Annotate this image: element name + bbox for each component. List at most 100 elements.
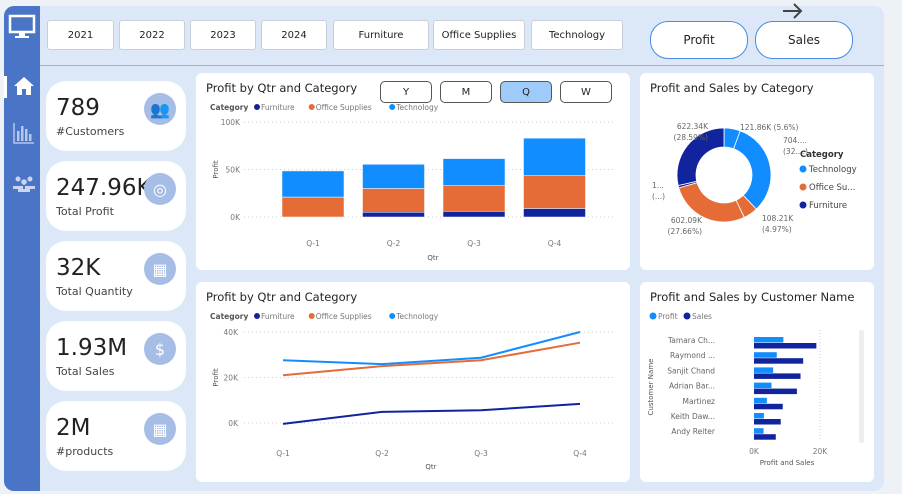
legend-label: Sales — [692, 312, 712, 321]
people-icon[interactable] — [12, 171, 36, 195]
legend-marker — [254, 313, 260, 319]
data-label: 622.34K — [677, 122, 709, 131]
legend-label: Profit — [658, 312, 678, 321]
kpi-value: 247.96K — [56, 175, 152, 201]
data-label: 704.... — [783, 136, 807, 145]
line-series-office-supplies — [282, 341, 581, 377]
bar-profit — [754, 367, 774, 373]
bar-segment-furniture — [362, 212, 425, 218]
bar-segment-technology — [362, 164, 425, 189]
y-axis-title: Customer Name — [647, 359, 655, 416]
y-tick-label: Sanjit Chand — [667, 366, 715, 375]
bar-segment-furniture — [523, 208, 586, 218]
data-label: 121.86K (5.6%) — [740, 123, 799, 132]
x-tick-label: 20K — [813, 447, 829, 456]
chart-title: Profit by Qtr and Category — [206, 81, 358, 95]
sales-toggle-button[interactable]: Sales — [755, 21, 853, 59]
legend-marker — [308, 104, 315, 110]
slicer-button-2023[interactable]: 2023 — [190, 20, 256, 50]
back-arrow-icon[interactable] — [781, 2, 805, 20]
legend-label: Office Su... — [809, 183, 855, 193]
bar-sales — [754, 358, 804, 364]
kpi-card: 247.96K Total Profit ◎ — [46, 161, 186, 231]
kpi-card: 1.93M Total Sales $ — [46, 321, 186, 391]
kpi-card: 789 #Customers 👥 — [46, 81, 186, 151]
legend-marker — [799, 165, 807, 173]
data-label: (32....) — [783, 147, 808, 156]
legend-label: Technology — [395, 312, 439, 321]
y-tick-label: Andy Reiter — [671, 427, 716, 436]
line-series-technology — [282, 331, 581, 366]
kpi-value: 32K — [56, 255, 101, 281]
kpi-label: Total Sales — [56, 365, 115, 378]
nav-sidebar — [4, 6, 40, 491]
donut-slice-furniture-sales — [676, 127, 725, 187]
data-label: (...) — [652, 192, 665, 201]
slicer-button-technology[interactable]: Technology — [531, 20, 623, 50]
header-divider — [40, 65, 884, 66]
scrollbar[interactable] — [859, 330, 864, 443]
kpi-label: Total Profit — [56, 205, 114, 218]
coins-icon: ◎ — [144, 173, 176, 205]
donut-chart: 121.86K (5.6%) 704.... (32....) 108.21K (4.9… — [652, 122, 857, 236]
granularity-button-q[interactable]: Q — [500, 81, 552, 103]
bar-segment-office-supplies — [281, 196, 345, 218]
line-series-furniture — [282, 402, 581, 425]
x-tick-label: Q-4 — [573, 449, 587, 458]
bar-sales — [754, 403, 783, 410]
kpi-value: 789 — [56, 95, 100, 121]
chart-title: Profit and Sales by Category — [650, 81, 814, 95]
legend-marker — [308, 313, 315, 319]
slicer-button-2022[interactable]: 2022 — [119, 20, 185, 50]
granularity-button-y[interactable]: Y — [380, 81, 432, 103]
kpi-label: #Customers — [56, 125, 125, 138]
donut-slice-technology-sales — [733, 130, 772, 210]
bar-profit — [754, 397, 767, 404]
x-tick-label: Q-2 — [375, 449, 389, 458]
kpi-label: Total Quantity — [56, 285, 133, 298]
bar-sales — [754, 343, 817, 349]
donut-chart-panel: Profit and Sales by Category 121.86K (5.… — [640, 73, 874, 270]
data-label: (28.59%) — [674, 133, 709, 142]
bar-segment-technology — [523, 137, 586, 176]
granularity-button-m[interactable]: M — [440, 81, 492, 103]
monitor-icon[interactable] — [8, 14, 36, 40]
bar-sales — [754, 434, 776, 440]
bar-profit — [754, 382, 772, 389]
data-label: 108.21K — [762, 214, 794, 223]
granularity-button-w[interactable]: W — [560, 81, 612, 103]
bar-sales — [754, 419, 781, 425]
y-tick-label: Martinez — [683, 397, 716, 406]
home-icon[interactable] — [12, 74, 36, 98]
legend-label: Furniture — [261, 312, 295, 321]
slicer-button-furniture[interactable]: Furniture — [333, 20, 429, 50]
profit-toggle-button[interactable]: Profit — [650, 21, 748, 59]
kpi-card: 32K Total Quantity ▦ — [46, 241, 186, 311]
legend-marker — [683, 312, 691, 320]
bar-segment-office-supplies — [442, 185, 506, 212]
y-tick-label: Adrian Bar... — [669, 382, 715, 391]
slicer-button-2024[interactable]: 2024 — [261, 20, 327, 50]
bar-profit — [754, 413, 764, 419]
legend-marker — [649, 312, 657, 320]
customer-bar-chart-panel: Profit and Sales by Customer Name Profit… — [640, 282, 874, 482]
legend-label: Technology — [808, 165, 857, 175]
x-tick-label: Q-2 — [387, 239, 401, 248]
legend-marker — [799, 201, 807, 209]
legend-title: Category — [800, 150, 844, 160]
bar-segment-office-supplies — [362, 188, 425, 213]
bar-segment-office-supplies — [523, 175, 586, 209]
slicer-button-2021[interactable]: 2021 — [47, 20, 114, 50]
legend-label: Furniture — [809, 201, 847, 211]
x-tick-label: Q-1 — [306, 239, 320, 248]
bar-segment-technology — [442, 158, 506, 186]
kpi-value: 2M — [56, 415, 91, 441]
x-axis-title: Qtr — [427, 254, 438, 262]
x-tick-label: Q-3 — [467, 239, 481, 248]
y-tick-label: Tamara Ch... — [667, 336, 715, 345]
slicer-button-office-supplies[interactable]: Office Supplies — [433, 20, 525, 50]
people-icon: 👥 — [144, 93, 176, 125]
bar-chart-icon[interactable] — [12, 121, 36, 145]
legend-label: Office Supplies — [316, 103, 372, 112]
